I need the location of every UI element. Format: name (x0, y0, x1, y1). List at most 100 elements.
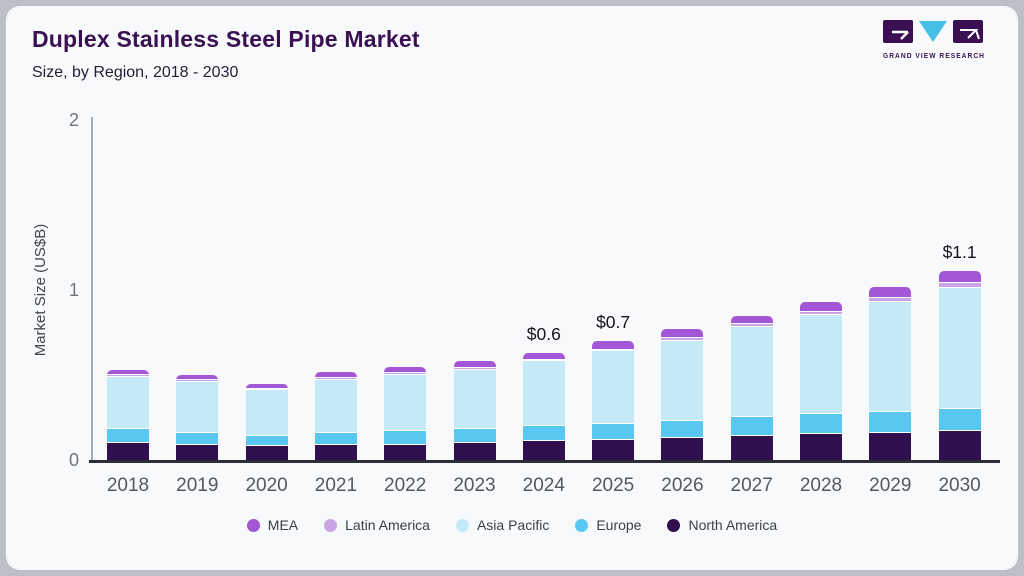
bar-segment-europe (384, 431, 427, 445)
bar-segment-mea (314, 371, 357, 379)
bar-segment-europe (176, 432, 219, 445)
x-tick-2026: 2026 (661, 475, 704, 496)
bar-value-label-2024: $0.6 (526, 323, 561, 344)
bar-segment-europe (592, 424, 635, 440)
gvr-logo-icon: GRAND VIEW RESEARCH (883, 20, 985, 60)
bar-segment-europe (800, 414, 842, 435)
bar-segment-asia-pacific (384, 374, 427, 432)
y-axis-title: Market Size (US$B) (32, 223, 49, 357)
x-tick-2027: 2027 (730, 475, 773, 496)
x-tick-2023: 2023 (453, 475, 496, 496)
legend-dot-europe (575, 518, 589, 532)
bar-segment-north-america (800, 434, 842, 460)
legend-dot-latin-america (324, 518, 338, 532)
bar-segment-mea (592, 341, 635, 350)
bar-segment-mea (176, 375, 219, 381)
y-tick-1: 1 (68, 280, 79, 300)
bar-segment-north-america (661, 437, 704, 460)
bar-segment-europe (938, 408, 981, 432)
chart-legend: MEA Latin America Asia Pacific Europe North … (6, 513, 1018, 537)
y-tick-2: 2 (68, 110, 79, 130)
legend-dot-asia-pacific (455, 518, 469, 532)
bar-segment-europe (661, 420, 704, 438)
legend-dot-mea (246, 518, 260, 532)
bar-segment-europe (453, 429, 496, 443)
page-title: Duplex Stainless Steel Pipe Market (32, 26, 420, 52)
logo-text: GRAND VIEW RESEARCH (883, 51, 985, 60)
x-tick-2020: 2020 (245, 475, 288, 496)
bar-2028 (800, 301, 842, 460)
bar-segment-asia-pacific (869, 301, 912, 413)
bar-segment-europe (314, 432, 357, 445)
x-tick-2030: 2030 (938, 475, 981, 496)
bar-segment-north-america (314, 444, 357, 460)
bar-segment-europe (245, 436, 288, 447)
bar-segment-mea (938, 271, 981, 284)
bar-segment-north-america (730, 436, 773, 460)
legend-item-europe: Europe (575, 517, 641, 533)
bar-segment-north-america (107, 442, 149, 460)
y-tick-0: 0 (68, 450, 79, 470)
bar-segment-latin-america (938, 283, 981, 289)
bar-segment-mea (730, 315, 773, 324)
bar-value-label-2030: $1.1 (942, 242, 977, 263)
legend-item-mea: MEA (246, 517, 299, 533)
bar-segment-mea (869, 286, 912, 299)
x-tick-2029: 2029 (869, 475, 912, 496)
bar-2030 (938, 271, 981, 460)
bar-segment-asia-pacific (592, 351, 635, 425)
bar-segment-north-america (245, 446, 288, 460)
bar-segment-asia-pacific (453, 369, 496, 430)
bar-segment-north-america (592, 439, 635, 460)
x-tick-2025: 2025 (591, 475, 635, 496)
bar-value-label-2025: $0.7 (596, 312, 631, 332)
bar-segment-europe (107, 429, 149, 443)
bar-segment-latin-america (730, 324, 773, 328)
bar-2024 (522, 352, 565, 460)
chart-card: Duplex Stainless Steel Pipe Market Size,… (6, 6, 1018, 570)
bar-segment-asia-pacific (176, 381, 219, 433)
bar-segment-latin-america (384, 373, 427, 375)
bar-2029 (869, 286, 912, 460)
bar-segment-mea (661, 329, 704, 338)
legend-item-asia-pacific: Asia Pacific (455, 517, 550, 533)
bar-segment-latin-america (245, 388, 288, 391)
bar-segment-latin-america (661, 337, 704, 341)
bar-segment-asia-pacific (245, 390, 288, 437)
bar-segment-latin-america (869, 298, 912, 302)
bar-2022 (384, 366, 427, 461)
bar-segment-europe (522, 425, 565, 442)
page-subtitle: Size, by Region, 2018 - 2030 (32, 64, 239, 81)
bar-segment-north-america (453, 442, 496, 460)
bar-segment-mea (800, 301, 842, 313)
bar-2021 (314, 371, 357, 460)
legend-dot-north-america (667, 518, 681, 532)
bar-segment-north-america (522, 441, 565, 460)
bar-segment-north-america (938, 431, 981, 460)
bar-segment-mea (453, 361, 496, 369)
bar-segment-latin-america (800, 312, 842, 316)
x-tick-2028: 2028 (799, 475, 843, 496)
bar-segment-europe (869, 412, 912, 433)
bar-segment-asia-pacific (314, 380, 357, 433)
y-axis-line (91, 117, 93, 462)
legend-label-latin-america: Latin America (345, 517, 430, 533)
bar-segment-asia-pacific (107, 376, 149, 430)
bar-segment-mea (245, 383, 288, 389)
bar-2018 (107, 369, 149, 460)
bar-segment-mea (522, 352, 565, 360)
x-tick-2024: 2024 (522, 475, 565, 496)
bar-segment-latin-america (107, 374, 149, 377)
legend-label-asia-pacific: Asia Pacific (476, 517, 550, 533)
legend-label-mea: MEA (267, 517, 299, 533)
bar-segment-north-america (384, 444, 427, 460)
bar-2025 (592, 341, 635, 460)
x-axis-line (89, 460, 1000, 463)
bar-segment-asia-pacific (522, 361, 565, 426)
x-tick-2018: 2018 (106, 475, 150, 496)
bar-segment-latin-america (314, 378, 357, 381)
legend-item-latin-america: Latin America (324, 517, 430, 533)
bar-segment-asia-pacific (800, 315, 842, 415)
plot-area: Market Size (US$B) 0 1 2 2018 2019 2020 2021 20… (6, 6, 1018, 570)
bar-2019 (176, 375, 219, 460)
